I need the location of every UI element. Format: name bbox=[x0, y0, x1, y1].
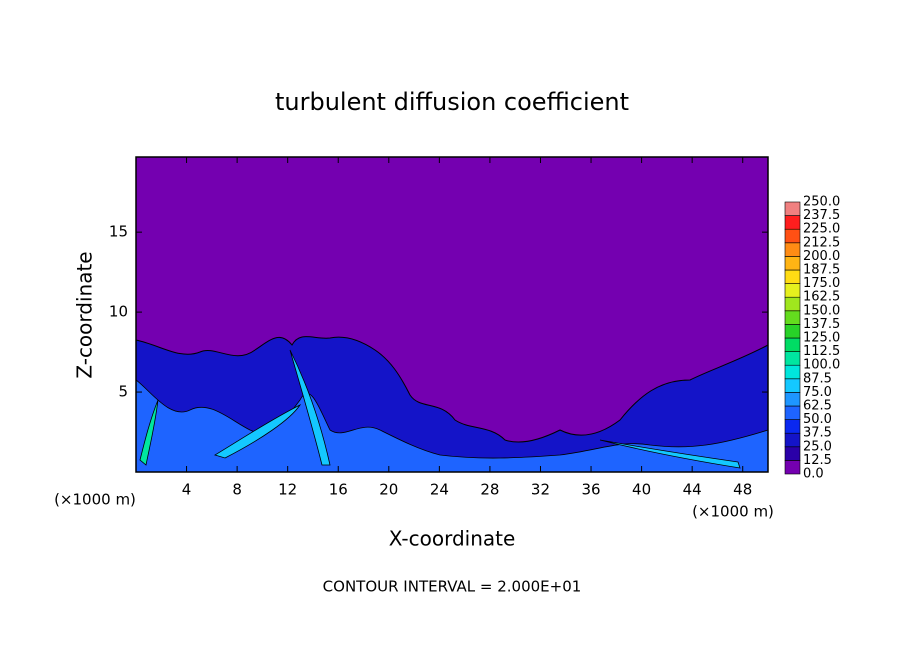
x-tick-label: 16 bbox=[329, 481, 348, 499]
x-tick-label: 44 bbox=[683, 481, 702, 499]
x-tick-label: 24 bbox=[430, 481, 449, 499]
colorbar-cell bbox=[784, 364, 801, 380]
colorbar-cell bbox=[784, 337, 801, 352]
x-axis-title: X-coordinate bbox=[389, 527, 516, 551]
colorbar-cell bbox=[784, 405, 801, 420]
y-tick-label: 10 bbox=[109, 303, 128, 321]
x-tick-label: 20 bbox=[379, 481, 398, 499]
colorbar-cell bbox=[784, 351, 801, 366]
colorbar-label: 175.0 bbox=[803, 276, 840, 291]
colorbar-cell bbox=[784, 324, 801, 339]
x-tick-label: 36 bbox=[581, 481, 600, 499]
x-tick-label: 40 bbox=[632, 481, 651, 499]
x-tick-label: 8 bbox=[232, 481, 242, 499]
colorbar-label: 75.0 bbox=[803, 385, 832, 400]
field-streak bbox=[139, 399, 159, 466]
x-tick-label: 28 bbox=[480, 481, 499, 499]
x-unit-label: (×1000 m) bbox=[54, 491, 136, 509]
x-tick-label: 12 bbox=[278, 481, 297, 499]
colorbar-cell bbox=[784, 269, 801, 284]
annotation: CONTOUR INTERVAL = 2.000E+01 bbox=[323, 578, 582, 596]
colorbar-cell bbox=[784, 378, 801, 393]
y-tick-label: 5 bbox=[118, 383, 128, 401]
colorbar-label: 125.0 bbox=[803, 331, 840, 346]
colorbar-label: 87.5 bbox=[803, 371, 832, 386]
colorbar-cell bbox=[784, 460, 801, 475]
field-streak bbox=[214, 403, 302, 459]
colorbar-label: 187.5 bbox=[803, 263, 840, 278]
colorbar-cell bbox=[784, 296, 801, 312]
colorbar-label: 12.5 bbox=[803, 453, 832, 468]
field-streak bbox=[289, 349, 331, 466]
colorbar-cell bbox=[784, 283, 801, 298]
x-tick-label: 48 bbox=[733, 481, 752, 499]
colorbar-label: 225.0 bbox=[803, 222, 840, 237]
colorbar-cell bbox=[784, 432, 801, 448]
colorbar-cell bbox=[784, 256, 801, 271]
colorbar-cell bbox=[784, 215, 801, 230]
colorbar-label: 0.0 bbox=[803, 467, 824, 482]
x-tick-label: 32 bbox=[531, 481, 550, 499]
colorbar-label: 62.5 bbox=[803, 399, 832, 414]
colorbar-label: 237.5 bbox=[803, 208, 840, 223]
colorbar-cell bbox=[784, 228, 801, 244]
colorbar-label: 250.0 bbox=[803, 195, 840, 210]
colorbar-label: 112.5 bbox=[803, 344, 840, 359]
colorbar-cell bbox=[784, 446, 801, 461]
chart-title: turbulent diffusion coefficient bbox=[275, 88, 629, 116]
colorbar-label: 137.5 bbox=[803, 317, 840, 332]
x-tick-label: 4 bbox=[182, 481, 192, 499]
field-region bbox=[135, 379, 769, 473]
y-tick-label: 15 bbox=[109, 223, 128, 241]
field-streak bbox=[599, 439, 741, 469]
colorbar-label: 100.0 bbox=[803, 358, 840, 373]
colorbar-label: 37.5 bbox=[803, 426, 832, 441]
y-axis-title: Z-coordinate bbox=[73, 251, 97, 378]
plot-frame bbox=[135, 156, 769, 473]
colorbar-label: 200.0 bbox=[803, 249, 840, 264]
colorbar-cell bbox=[784, 419, 801, 434]
colorbar-cell bbox=[784, 201, 801, 216]
colorbar-cell bbox=[784, 392, 801, 407]
colorbar-label: 50.0 bbox=[803, 412, 832, 427]
colorbar-label: 150.0 bbox=[803, 303, 840, 318]
colorbar-cell bbox=[784, 310, 801, 325]
x-unit-label: (×1000 m) bbox=[692, 503, 774, 521]
contour-field bbox=[135, 157, 769, 473]
colorbar-label: 212.5 bbox=[803, 235, 840, 250]
colorbar-label: 25.0 bbox=[803, 439, 832, 454]
colorbar-label: 162.5 bbox=[803, 290, 840, 305]
colorbar-cell bbox=[784, 242, 801, 257]
